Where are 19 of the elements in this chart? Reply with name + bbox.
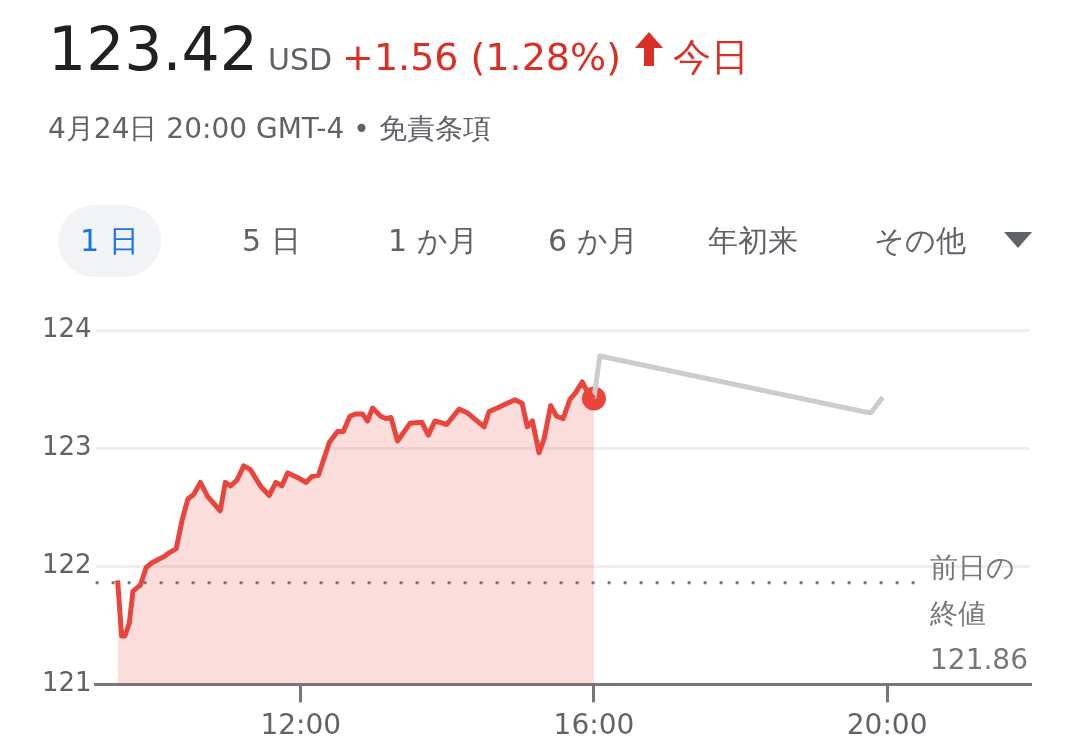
text: その他 xyxy=(873,222,967,260)
x-tick-label: 20:00 xyxy=(846,708,928,742)
text: +1.56 (1.28%) xyxy=(342,35,621,79)
text: USD xyxy=(267,42,333,77)
ref-line-label: 前日の終値 121.86 xyxy=(929,550,1028,676)
chart-subtitle: 4月24日 20:00 GMT-4 • 免責条項 xyxy=(48,111,491,147)
text: 6 か月 xyxy=(547,222,639,260)
text: 1 日 xyxy=(58,205,161,277)
x-tick-label: 12:00 xyxy=(260,708,342,742)
text: 年初来 xyxy=(707,222,799,260)
y-tick-label: 123 xyxy=(41,430,92,461)
text: 今日 xyxy=(672,34,749,81)
y-tick-label: 122 xyxy=(41,549,92,580)
chart-title: 123.42 xyxy=(48,14,258,84)
y-tick-label: 124 xyxy=(41,312,92,343)
y-tick-label: 121 xyxy=(41,667,92,698)
text: 5 日 xyxy=(241,222,302,260)
x-tick-label: 16:00 xyxy=(553,708,635,742)
text: 1 か月 xyxy=(387,222,479,260)
